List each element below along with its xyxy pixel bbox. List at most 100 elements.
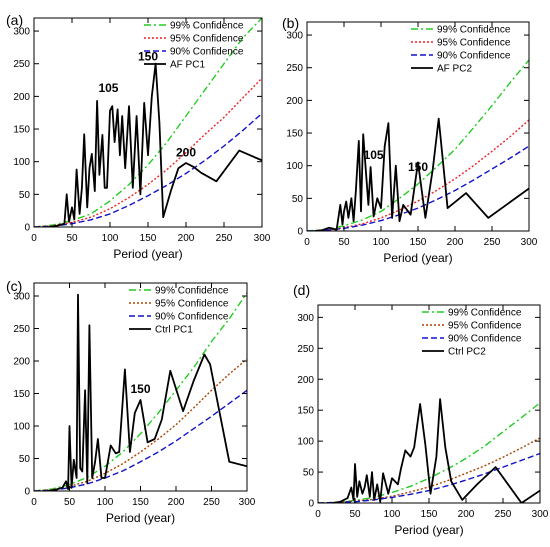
legend-label: 90% Confidence xyxy=(437,51,511,62)
y-tick-label: 100 xyxy=(297,437,314,448)
y-tick-label: 100 xyxy=(286,161,303,172)
x-tick-label: 100 xyxy=(97,497,114,508)
x-axis-label: Period (year) xyxy=(394,523,463,537)
annotation-label: 150 xyxy=(130,382,150,396)
x-axis-label: Period (year) xyxy=(106,511,175,525)
x-tick-label: 0 xyxy=(315,509,321,520)
y-tick-label: 250 xyxy=(13,59,30,70)
series-line xyxy=(314,117,529,231)
x-tick-label: 0 xyxy=(31,497,37,508)
x-tick-label: 100 xyxy=(102,233,119,244)
y-tick-label: 50 xyxy=(19,190,31,201)
x-tick-label: 50 xyxy=(349,509,361,520)
y-tick-label: 50 xyxy=(19,454,31,465)
legend-label: Ctrl PC1 xyxy=(155,325,193,336)
chart-panel: (d) 0 50 100 150 200 250 300 0 50 100 150 200 250 300 P… xyxy=(293,282,549,537)
legend-label: 99% Confidence xyxy=(437,25,511,36)
x-tick-label: 250 xyxy=(216,233,233,244)
legend-label: 90% Confidence xyxy=(448,334,522,345)
series-line xyxy=(48,293,247,491)
panel-label: (a) xyxy=(6,12,23,28)
x-tick-label: 0 xyxy=(304,237,310,248)
x-tick-label: 100 xyxy=(373,237,390,248)
chart-panel: (c) 0 50 100 150 200 250 300 0 50 100 150 200 250 300 P… xyxy=(6,278,256,525)
x-tick-label: 150 xyxy=(140,233,157,244)
legend-label: 90% Confidence xyxy=(170,47,244,58)
legend: 99% Confidence 95% Confidence 90% Confiden… xyxy=(129,286,229,336)
series-group xyxy=(318,398,540,503)
y-tick-label: 300 xyxy=(13,292,30,303)
series-line xyxy=(307,119,529,231)
series-line xyxy=(34,389,247,491)
panel-label: (b) xyxy=(282,15,299,31)
x-tick-label: 200 xyxy=(178,233,195,244)
series-line xyxy=(332,398,540,503)
annotation-label: 150 xyxy=(138,49,158,63)
x-tick-label: 200 xyxy=(168,497,185,508)
y-tick-label: 200 xyxy=(13,357,30,368)
annotation-label: 200 xyxy=(176,145,196,159)
x-tick-label: 300 xyxy=(239,497,256,508)
x-tick-label: 250 xyxy=(495,509,512,520)
legend-label: 95% Confidence xyxy=(170,34,244,45)
x-tick-label: 200 xyxy=(458,509,475,520)
series-line xyxy=(34,358,247,491)
legend: 99% Confidence 95% Confidence 90% Confiden… xyxy=(422,308,522,358)
series-line xyxy=(34,292,247,491)
series-line xyxy=(307,145,529,231)
y-tick-label: 150 xyxy=(286,129,303,140)
x-tick-label: 250 xyxy=(203,497,220,508)
series-line xyxy=(318,437,540,503)
y-tick-label: 150 xyxy=(13,389,30,400)
y-tick-label: 300 xyxy=(13,27,30,38)
x-tick-label: 50 xyxy=(338,237,350,248)
series-line xyxy=(34,77,262,227)
legend-label: 95% Confidence xyxy=(155,299,229,310)
y-tick-label: 300 xyxy=(297,313,314,324)
x-tick-label: 250 xyxy=(484,237,501,248)
y-tick-label: 150 xyxy=(13,125,30,136)
y-tick-label: 50 xyxy=(292,194,304,205)
legend-label: 90% Confidence xyxy=(155,312,229,323)
y-tick-label: 250 xyxy=(13,324,30,335)
series-line xyxy=(49,62,262,227)
x-tick-label: 150 xyxy=(132,497,149,508)
y-tick-label: 200 xyxy=(286,96,303,107)
y-tick-label: 250 xyxy=(297,344,314,355)
x-tick-label: 50 xyxy=(66,233,78,244)
annotation-label: 105 xyxy=(364,148,384,162)
y-tick-label: 100 xyxy=(13,422,30,433)
y-tick-label: 250 xyxy=(286,63,303,74)
x-tick-label: 200 xyxy=(447,237,464,248)
series-group xyxy=(34,292,247,491)
chart-panel: (b) 0 50 100 150 200 250 300 0 50 100 150 200 250 300 P… xyxy=(282,15,538,265)
legend: 99% Confidence 95% Confidence 90% Confiden… xyxy=(411,25,511,75)
series-line xyxy=(34,18,262,227)
y-tick-label: 50 xyxy=(303,468,315,479)
x-tick-label: 150 xyxy=(421,509,438,520)
y-tick-label: 0 xyxy=(308,499,314,510)
x-tick-label: 300 xyxy=(254,233,271,244)
x-tick-label: 0 xyxy=(31,233,37,244)
legend-label: 99% Confidence xyxy=(155,286,229,297)
panel-label: (d) xyxy=(293,282,310,298)
legend-label: 95% Confidence xyxy=(437,38,511,49)
series-group xyxy=(307,59,529,231)
y-tick-label: 100 xyxy=(13,157,30,168)
y-tick-label: 0 xyxy=(297,227,303,238)
x-tick-label: 150 xyxy=(410,237,427,248)
annotation-label: 150 xyxy=(408,160,428,174)
x-axis-label: Period (year) xyxy=(383,251,452,265)
panel-label: (c) xyxy=(6,278,22,294)
series-line xyxy=(307,59,529,231)
chart-panel: (a) 0 50 100 150 200 250 300 0 50 100 150 200 250 300 P… xyxy=(6,12,271,261)
y-tick-label: 0 xyxy=(24,223,30,234)
legend-label: Ctrl PC2 xyxy=(448,347,486,358)
x-tick-label: 300 xyxy=(532,509,549,520)
y-tick-label: 200 xyxy=(297,375,314,386)
x-tick-label: 50 xyxy=(64,497,76,508)
y-tick-label: 150 xyxy=(297,406,314,417)
legend-label: 95% Confidence xyxy=(448,321,522,332)
legend: 99% Confidence 95% Confidence 90% Confiden… xyxy=(144,21,244,71)
